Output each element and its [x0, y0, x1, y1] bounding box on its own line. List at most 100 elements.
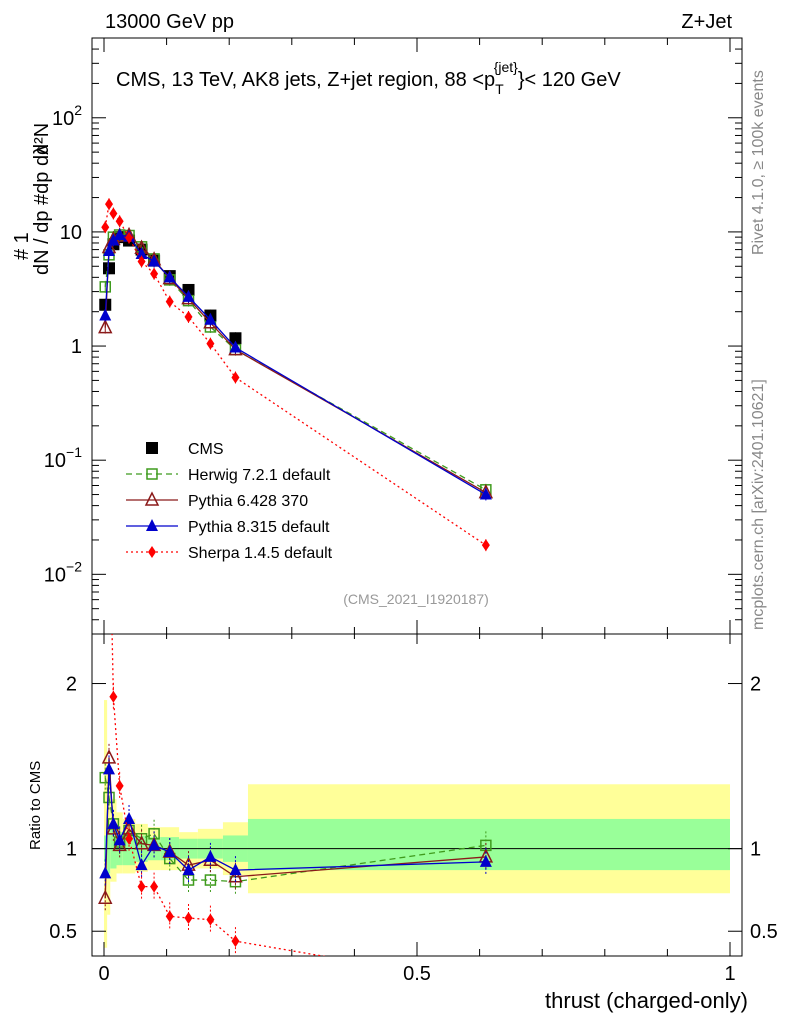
legend-label-pythia-8-315-default: Pythia 8.315 default: [188, 519, 330, 536]
ratio-y-tick-label: 2: [66, 674, 77, 696]
x-tick-label: 0.5: [403, 963, 431, 985]
data-point: [98, 318, 113, 334]
uncertainty-bands: [92, 700, 742, 948]
data-point: [115, 215, 124, 228]
data-point: [103, 262, 116, 275]
data-point: [137, 255, 146, 268]
svg-text:dN / dp #dp dλ: dN / dp #dp dλ: [31, 145, 53, 275]
data-point: [99, 281, 112, 293]
series-pythia-6-428-370: [98, 226, 494, 499]
ratio-point: [98, 889, 113, 904]
legend: CMS Herwig 7.2.1 default Pythia 6.428 370 P…: [126, 441, 333, 562]
ratio-point: [107, 816, 120, 829]
data-point: [479, 487, 492, 500]
ratio-point: [150, 880, 159, 893]
series-herwig-7-2-1-default: [99, 229, 492, 496]
ratio-point: [113, 833, 126, 846]
series-group: [98, 198, 494, 990]
ratio-point: [103, 762, 116, 775]
ratio-point: [204, 849, 217, 862]
data-point: [163, 270, 176, 283]
ratio-y-tick-label: 1: [66, 839, 77, 861]
legend-label-cms: CMS: [188, 441, 224, 458]
data-point: [148, 254, 161, 267]
y-tick-label: 10: [60, 222, 82, 244]
y-tick-label: 102: [52, 102, 82, 130]
ratio-point: [115, 779, 124, 792]
energy-label: 13000 GeV pp: [105, 11, 234, 33]
series-sherpa-1-4-5-default: [101, 198, 490, 552]
data-point: [125, 231, 134, 244]
series-pythia-8-315-default: [99, 227, 492, 501]
data-point: [231, 371, 240, 384]
axes: 0 0.5 1 10−2 10−1 1 10 102 0.5 0.5 1 1 2 2: [44, 37, 778, 985]
process-label: Z+Jet: [681, 11, 732, 33]
ratio-point: [206, 913, 215, 926]
data-point: [113, 227, 126, 240]
x-axis-label: thrust (charged-only): [545, 988, 748, 1013]
data-point: [103, 244, 116, 257]
x-tick-label: 0: [98, 963, 109, 985]
ratio-y-tick-label-right: 2: [750, 674, 761, 696]
ratio-y-tick-label-right: 0.5: [750, 921, 778, 943]
ratio-point: [99, 866, 112, 879]
chart-title-suffix: }< 120 GeV: [518, 69, 622, 91]
legend-marker-pythia-6-428-370: [144, 491, 160, 506]
ratio-y-axis-label: Ratio to CMS: [27, 761, 44, 850]
chart-title-sup: {jet}: [494, 59, 518, 75]
data-point: [99, 308, 112, 321]
rivet-version-label: Rivet 4.1.0, ≥ 100k events: [750, 70, 767, 255]
data-point: [135, 247, 148, 260]
x-tick-label: 1: [724, 963, 735, 985]
svg-text:# 1: # 1: [11, 232, 33, 260]
data-point: [184, 310, 193, 323]
band-outer: [104, 700, 108, 948]
y-tick-label: 1: [71, 336, 82, 358]
data-point: [229, 340, 242, 353]
legend-label-sherpa-1-4-5-default: Sherpa 1.4.5 default: [188, 545, 333, 562]
chart-title-prefix: CMS, 13 TeV, AK8 jets, Z+jet region, 88 …: [116, 69, 484, 91]
ratio-point: [165, 910, 174, 923]
data-point: [150, 267, 159, 280]
data-point: [101, 221, 110, 234]
analysis-id-label: (CMS_2021_I1920187): [343, 591, 489, 607]
chart-title-sub: T: [495, 81, 504, 97]
data-point: [206, 337, 215, 350]
legend-label-herwig-7-2-1-default: Herwig 7.2.1 default: [188, 467, 331, 484]
series-line-pythia-8-315-default: [104, 234, 487, 496]
ratio-point: [123, 811, 136, 824]
ratio-point: [101, 347, 109, 359]
ratio-point: [105, 479, 113, 491]
y-tick-label: 10−1: [44, 444, 82, 472]
chart-title-p: p: [484, 69, 495, 91]
ratio-series-sherpa-1-4-5-default: [101, 347, 490, 990]
ratio-series-pythia-8-315-default: [99, 755, 492, 888]
ratio-point: [482, 978, 490, 990]
data-point: [481, 539, 490, 552]
main-y-axis-label: # 1 dN / dp #dp dλ d²N: [11, 123, 53, 275]
ratio-point: [134, 835, 149, 850]
data-point: [105, 198, 114, 211]
mcplots-label: mcplots.cern.ch [arXiv:2401.10621]: [750, 379, 767, 630]
data-point: [229, 332, 242, 345]
series-line-herwig-7-2-1-default: [104, 234, 487, 491]
data-point: [182, 289, 195, 302]
ratio-point: [229, 863, 242, 876]
legend-marker-cms: [146, 442, 158, 454]
ratio-point: [135, 858, 148, 871]
ratio-point: [148, 838, 161, 851]
series-cms: [99, 231, 242, 345]
legend-marker-sherpa-1-4-5-default: [148, 546, 156, 558]
ratio-y-tick-label: 0.5: [49, 921, 77, 943]
chart-title: CMS, 13 TeV, AK8 jets, Z+jet region, 88 …: [116, 59, 621, 97]
data-point: [165, 295, 174, 308]
legend-marker-pythia-8-315-default: [146, 519, 158, 531]
series-line-pythia-6-428-370: [104, 234, 487, 494]
y-tick-label: 10−2: [44, 558, 82, 586]
ratio-point: [137, 880, 146, 893]
svg-text:d²N: d²N: [31, 123, 53, 155]
ratio-y-tick-label-right: 1: [750, 839, 761, 861]
ratio-point: [109, 690, 118, 703]
legend-marker-herwig-7-2-1-default: [146, 468, 158, 480]
